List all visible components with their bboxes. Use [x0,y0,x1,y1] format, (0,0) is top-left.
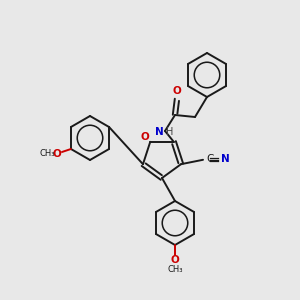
Text: CH₃: CH₃ [39,149,55,158]
Text: N: N [154,127,164,137]
Text: O: O [141,132,150,142]
Text: H: H [166,127,173,137]
Text: O: O [171,255,179,265]
Text: CH₃: CH₃ [167,265,183,274]
Text: C: C [206,154,213,164]
Text: O: O [172,86,182,96]
Text: O: O [52,149,61,159]
Text: N: N [221,154,230,164]
